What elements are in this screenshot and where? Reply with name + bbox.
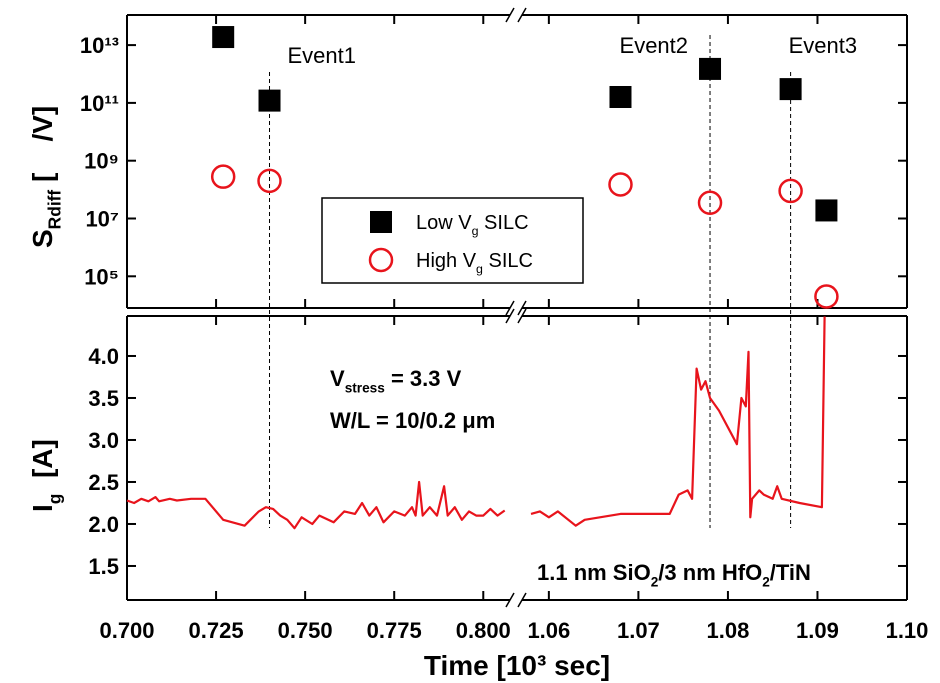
annotation-part: /3 nm HfO: [658, 560, 762, 585]
x-tick-label: 0.775: [367, 618, 422, 643]
annotation-part: 1.1 nm SiO: [537, 560, 651, 585]
legend-marker: [370, 211, 392, 233]
y-axis-label-part: I: [27, 504, 58, 512]
annotation-part: W/L = 10/0.2 μm: [330, 408, 495, 433]
legend-box: [321, 197, 584, 284]
y-tick-label: 10⁷: [85, 206, 119, 231]
x-tick-label: 0.700: [99, 618, 154, 643]
annotation-part: /TiN: [770, 560, 811, 585]
legend-label: High Vg SILC: [416, 250, 533, 276]
square-marker: [609, 85, 632, 108]
y-axis-label-part: g: [44, 494, 64, 505]
legend-label-part: g: [472, 224, 479, 238]
axis-break: [505, 7, 515, 23]
x-tick-label: 1.10: [886, 618, 929, 643]
annotation-part: = 3.3 V: [385, 366, 462, 391]
y-axis-label: SRdiff [ /V]: [27, 106, 64, 248]
x-tick-label: 0.800: [456, 618, 511, 643]
legend-label-part: g: [476, 262, 483, 276]
axis-break: [517, 592, 527, 608]
y-tick-label: 4.0: [88, 344, 119, 369]
square-marker: [815, 199, 838, 222]
circle-marker: [778, 178, 803, 204]
y-axis-label-part: Rdiff: [44, 190, 64, 230]
square-marker: [779, 78, 802, 101]
square-marker: [212, 26, 235, 49]
y-tick-label: 10⁹: [84, 149, 119, 174]
annotation-part: stress: [345, 381, 386, 396]
square-marker: [258, 89, 281, 112]
y-tick-label: 10¹³: [80, 33, 119, 58]
x-tick-label: 1.06: [527, 618, 570, 643]
circle-marker: [697, 190, 723, 216]
y-axis-label-part: [ /V]: [27, 106, 58, 190]
event-label: Event1: [288, 43, 357, 68]
legend-label: Low Vg SILC: [416, 212, 529, 238]
y-axis-label-part: S: [27, 229, 58, 248]
axis-break: [505, 308, 515, 324]
y-axis-label-part: [A]: [27, 439, 58, 493]
axis-break: [517, 300, 527, 316]
line-series: [126, 316, 826, 530]
y-tick-label: 10¹¹: [80, 91, 119, 116]
y-tick-label: 3.0: [88, 428, 119, 453]
y-tick-label: 3.5: [88, 386, 119, 411]
y-tick-label: 1.5: [88, 554, 119, 579]
x-tick-label: 1.09: [796, 618, 839, 643]
event-label: Event2: [620, 33, 689, 58]
legend-label-part: SILC: [483, 250, 533, 272]
legend-label-part: Low V: [416, 212, 472, 234]
annotation-part: V: [330, 366, 345, 391]
y-tick-label: 10⁵: [84, 264, 119, 289]
square-marker: [699, 57, 722, 80]
y-axis-label: Ig [A]: [27, 439, 64, 512]
annotation: Vstress = 3.3 V: [330, 366, 462, 396]
x-tick-label: 0.750: [278, 618, 333, 643]
axis-break: [505, 592, 515, 608]
x-axis-label: Time [10³ sec]: [424, 650, 610, 681]
legend-marker: [368, 247, 394, 273]
annotation-part: 2: [651, 575, 659, 590]
x-tick-label: 1.08: [707, 618, 750, 643]
event-label: Event3: [789, 33, 858, 58]
x-tick-label: 0.725: [189, 618, 244, 643]
legend-label-part: High V: [416, 250, 477, 272]
axis-break: [517, 308, 527, 324]
annotation-part: 2: [762, 575, 770, 590]
axis-break: [517, 7, 527, 23]
x-tick-label: 1.07: [617, 618, 660, 643]
circle-marker: [608, 172, 633, 197]
circle-marker: [814, 284, 839, 309]
legend-label-part: SILC: [479, 212, 529, 234]
circle-marker: [257, 168, 282, 194]
axis-break: [505, 300, 515, 316]
circle-marker: [210, 164, 236, 189]
y-tick-label: 2.5: [88, 470, 119, 495]
y-tick-label: 2.0: [88, 512, 119, 537]
annotation: W/L = 10/0.2 μm: [330, 408, 495, 433]
annotation: 1.1 nm SiO2/3 nm HfO2/TiN: [537, 560, 811, 590]
